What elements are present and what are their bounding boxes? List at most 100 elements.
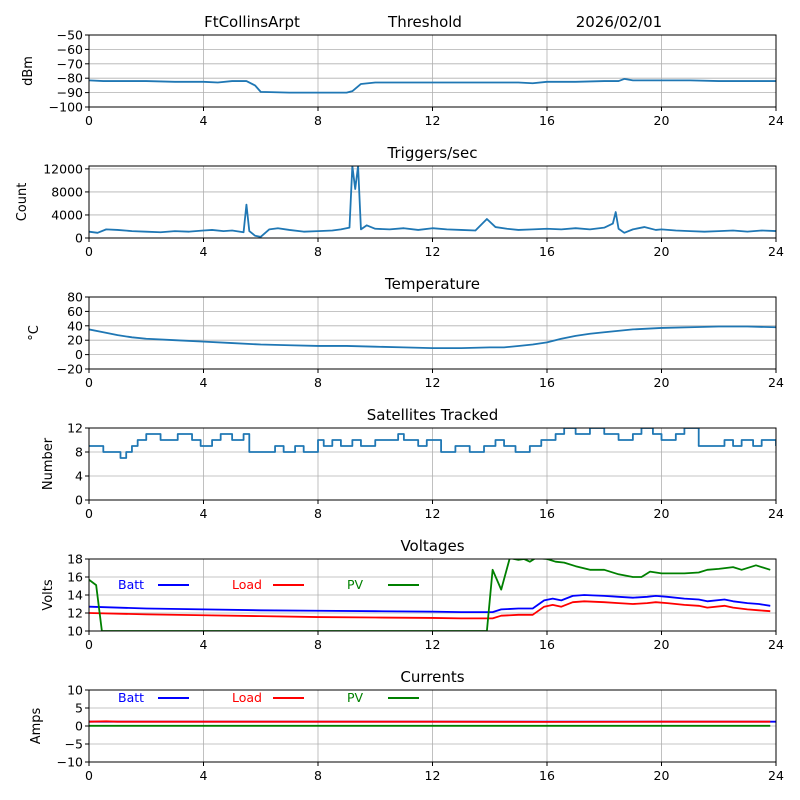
header-date: 2026/02/01 bbox=[576, 13, 662, 31]
y-tick-label: 10 bbox=[67, 683, 83, 698]
y-tick-label: 10 bbox=[67, 624, 83, 639]
x-tick-label: 24 bbox=[768, 244, 784, 259]
legend-label-batt: Batt bbox=[118, 577, 144, 592]
y-tick-label: 12000 bbox=[43, 161, 83, 176]
y-axis-label: Amps bbox=[29, 707, 44, 744]
x-tick-label: 12 bbox=[425, 768, 441, 783]
y-tick-label: 14 bbox=[67, 588, 83, 603]
series-line-signal bbox=[89, 78, 776, 94]
x-tick-label: 16 bbox=[539, 768, 555, 783]
legend-label-batt: Batt bbox=[118, 690, 144, 705]
x-tick-label: 24 bbox=[768, 506, 784, 521]
chart-panel-currents: 0 4 8 12 16 20 24 −10 −5 0 5 10 Currents Amps Batt Load… bbox=[29, 668, 784, 783]
y-tick-label: −10 bbox=[57, 755, 83, 770]
header-station: FtCollinsArpt bbox=[204, 13, 300, 31]
y-tick-label: 12 bbox=[67, 606, 83, 621]
x-tick-label: 24 bbox=[768, 768, 784, 783]
chart-title: Satellites Tracked bbox=[367, 406, 498, 424]
y-tick-label: 80 bbox=[67, 290, 83, 305]
x-tick-label: 24 bbox=[768, 637, 784, 652]
y-tick-label: −90 bbox=[57, 85, 83, 100]
x-tick-label: 8 bbox=[314, 506, 322, 521]
x-tick-label: 20 bbox=[654, 637, 670, 652]
series-line-temperature bbox=[89, 325, 776, 350]
x-tick-label: 16 bbox=[539, 244, 555, 259]
x-tick-label: 0 bbox=[85, 244, 93, 259]
x-tick-label: 16 bbox=[539, 506, 555, 521]
x-tick-label: 0 bbox=[85, 637, 93, 652]
chart-panel-voltages: 0 4 8 12 16 20 24 10 12 14 16 18 Voltages Volts Batt Lo… bbox=[41, 537, 784, 652]
y-axis-label: dBm bbox=[21, 56, 36, 86]
y-tick-label: 0 bbox=[75, 347, 83, 362]
y-tick-label: −60 bbox=[57, 42, 83, 57]
legend-label-pv: PV bbox=[347, 690, 364, 705]
y-tick-label: 0 bbox=[75, 719, 83, 734]
x-tick-label: 16 bbox=[539, 637, 555, 652]
x-tick-label: 4 bbox=[200, 768, 208, 783]
header-mode: Threshold bbox=[387, 13, 462, 31]
x-tick-label: 0 bbox=[85, 113, 93, 128]
y-tick-label: 16 bbox=[67, 570, 83, 585]
y-axis-label: Volts bbox=[41, 579, 56, 611]
y-axis-label: Count bbox=[15, 183, 30, 222]
legend-label-load: Load bbox=[232, 577, 262, 592]
y-tick-label: −70 bbox=[57, 56, 83, 71]
x-tick-label: 20 bbox=[654, 375, 670, 390]
x-tick-label: 4 bbox=[200, 375, 208, 390]
series-line-batt bbox=[89, 594, 771, 613]
y-tick-label: 0 bbox=[75, 231, 83, 246]
y-tick-label: 8 bbox=[75, 445, 83, 460]
x-tick-label: 16 bbox=[539, 375, 555, 390]
y-tick-label: 5 bbox=[75, 701, 83, 716]
y-tick-label: 60 bbox=[67, 304, 83, 319]
series-line-pv bbox=[89, 559, 771, 631]
x-tick-label: 4 bbox=[200, 113, 208, 128]
y-tick-label: −20 bbox=[57, 362, 83, 377]
x-tick-label: 8 bbox=[314, 244, 322, 259]
y-tick-label: −100 bbox=[49, 100, 83, 115]
x-tick-label: 8 bbox=[314, 637, 322, 652]
chart-panel-triggers: 0 4 8 12 16 20 24 0 4000 8000 12000 Triggers/sec Cou… bbox=[15, 144, 784, 259]
y-tick-label: 40 bbox=[67, 318, 83, 333]
x-tick-label: 24 bbox=[768, 113, 784, 128]
y-tick-label: −5 bbox=[65, 737, 83, 752]
y-tick-label: 20 bbox=[67, 333, 83, 348]
x-tick-label: 0 bbox=[85, 506, 93, 521]
chart-title: Voltages bbox=[400, 537, 464, 555]
chart-panel-satellites: 0 4 8 12 16 20 24 0 4 8 12 Satellites Tracked Number bbox=[41, 406, 784, 521]
x-tick-label: 0 bbox=[85, 768, 93, 783]
x-tick-label: 4 bbox=[200, 637, 208, 652]
y-axis-label: °C bbox=[27, 325, 42, 341]
x-tick-label: 4 bbox=[200, 244, 208, 259]
x-tick-label: 12 bbox=[425, 637, 441, 652]
x-tick-label: 20 bbox=[654, 768, 670, 783]
y-tick-label: 4000 bbox=[51, 207, 83, 222]
x-tick-label: 24 bbox=[768, 375, 784, 390]
x-tick-label: 20 bbox=[654, 113, 670, 128]
chart-title: Triggers/sec bbox=[387, 144, 478, 162]
series-line-triggers bbox=[89, 166, 776, 238]
legend-label-pv: PV bbox=[347, 577, 364, 592]
chart-panel-signal: 0 4 8 12 16 20 24 −100−90−80−70−60−50 dBm bbox=[21, 28, 784, 129]
series-line-load bbox=[89, 600, 771, 620]
x-tick-label: 20 bbox=[654, 506, 670, 521]
y-axis-label: Number bbox=[41, 437, 56, 490]
series-line-load bbox=[89, 720, 771, 723]
x-tick-label: 0 bbox=[85, 375, 93, 390]
y-tick-label: 4 bbox=[75, 469, 83, 484]
x-tick-label: 12 bbox=[425, 113, 441, 128]
x-tick-label: 4 bbox=[200, 506, 208, 521]
x-tick-label: 12 bbox=[425, 375, 441, 390]
x-tick-label: 8 bbox=[314, 768, 322, 783]
y-tick-label: −80 bbox=[57, 71, 83, 86]
x-tick-label: 16 bbox=[539, 113, 555, 128]
x-tick-label: 8 bbox=[314, 113, 322, 128]
y-tick-label: 18 bbox=[67, 552, 83, 567]
legend-label-load: Load bbox=[232, 690, 262, 705]
x-tick-label: 20 bbox=[654, 244, 670, 259]
y-tick-label: 0 bbox=[75, 493, 83, 508]
x-tick-label: 12 bbox=[425, 506, 441, 521]
chart-title: Currents bbox=[400, 668, 464, 686]
